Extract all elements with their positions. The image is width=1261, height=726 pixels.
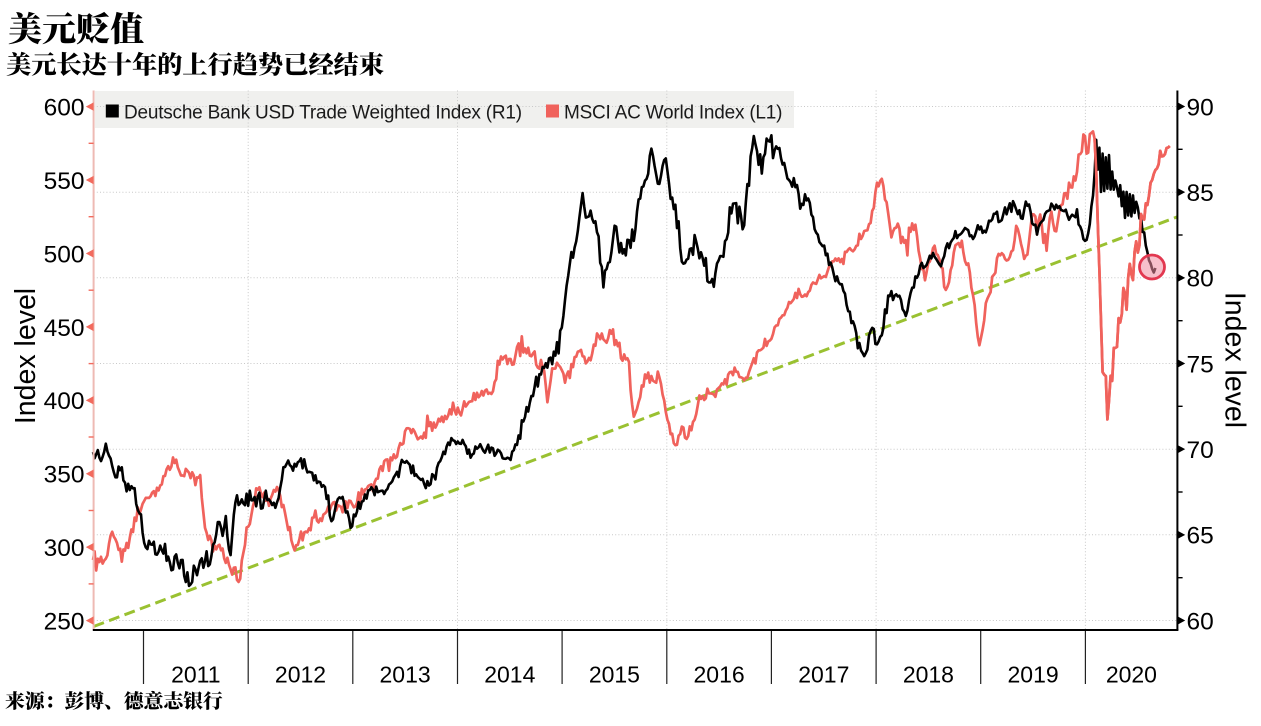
svg-text:85: 85 xyxy=(1187,180,1214,207)
svg-text:Index level: Index level xyxy=(1219,292,1251,428)
svg-text:2012: 2012 xyxy=(275,662,326,688)
svg-text:350: 350 xyxy=(44,462,85,489)
svg-text:75: 75 xyxy=(1187,351,1214,378)
svg-text:2015: 2015 xyxy=(589,662,640,688)
svg-text:Deutsche Bank USD Trade Weight: Deutsche Bank USD Trade Weighted Index (… xyxy=(124,103,522,124)
svg-text:600: 600 xyxy=(44,95,85,122)
svg-text:65: 65 xyxy=(1187,523,1214,550)
svg-text:2017: 2017 xyxy=(798,662,849,688)
svg-text:80: 80 xyxy=(1187,266,1214,293)
svg-text:2013: 2013 xyxy=(380,662,431,688)
svg-text:60: 60 xyxy=(1187,608,1214,635)
svg-text:450: 450 xyxy=(44,315,85,342)
svg-text:2011: 2011 xyxy=(171,662,220,688)
svg-text:2018: 2018 xyxy=(903,662,954,688)
svg-text:550: 550 xyxy=(44,168,85,195)
svg-text:300: 300 xyxy=(44,535,85,562)
svg-text:90: 90 xyxy=(1187,94,1214,121)
svg-text:400: 400 xyxy=(44,388,85,415)
svg-text:Index level: Index level xyxy=(10,288,42,424)
svg-text:500: 500 xyxy=(44,241,85,268)
svg-text:MSCI AC World Index (L1): MSCI AC World Index (L1) xyxy=(564,103,782,124)
svg-text:2016: 2016 xyxy=(694,662,745,688)
svg-text:2019: 2019 xyxy=(1008,662,1059,688)
svg-text:250: 250 xyxy=(44,609,85,636)
svg-text:2014: 2014 xyxy=(484,662,535,688)
svg-text:2020: 2020 xyxy=(1106,662,1157,688)
svg-text:70: 70 xyxy=(1187,437,1214,464)
